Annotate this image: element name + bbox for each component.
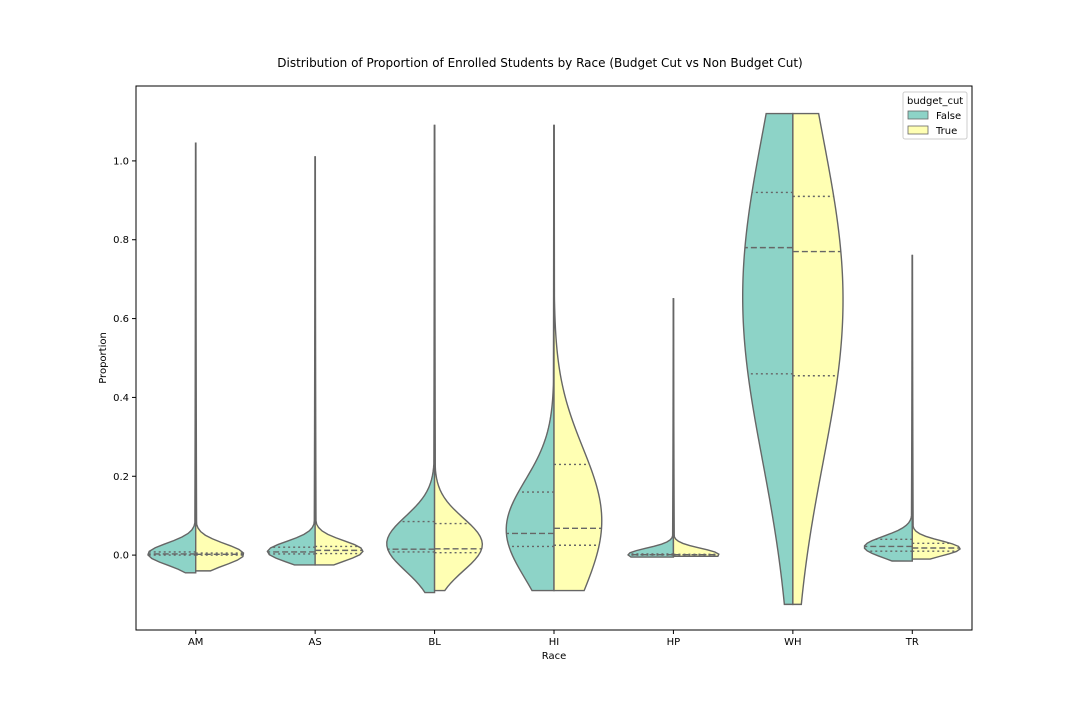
legend-title: budget_cut — [907, 96, 963, 107]
violin-AM-true — [195, 142, 245, 572]
violin-HP-true — [672, 298, 720, 557]
violin-WH-false — [741, 112, 794, 606]
violin-AS-false — [266, 156, 316, 566]
y-axis-label: Proportion — [98, 332, 109, 384]
y-tick-label: 0.0 — [113, 551, 129, 562]
violin-layer — [147, 112, 961, 606]
violin-HI-false — [505, 124, 555, 592]
legend-swatch-true — [907, 125, 929, 135]
x-tick-label: HI — [549, 637, 559, 648]
y-tick-label: 0.2 — [113, 472, 129, 483]
chart-title: Distribution of Proportion of Enrolled S… — [277, 56, 802, 70]
x-axis: AM AS BL HI HP WH TR — [188, 630, 919, 648]
violin-TR-true — [911, 254, 961, 560]
quartile-layer — [147, 191, 961, 556]
y-tick-label: 0.4 — [113, 393, 129, 404]
x-tick-label: HP — [667, 637, 681, 648]
violin-AM-false — [147, 142, 197, 574]
x-tick-label: WH — [784, 637, 801, 648]
y-axis: 0.0 0.2 0.4 0.6 0.8 1.0 — [113, 156, 136, 562]
violin-HP-false — [627, 298, 675, 558]
legend-label-true: True — [935, 126, 957, 137]
violin-TR-false — [863, 254, 913, 562]
violin-HI-true — [553, 124, 603, 592]
x-tick-label: BL — [428, 637, 441, 648]
x-tick-label: AM — [188, 637, 203, 648]
y-tick-label: 0.8 — [113, 235, 129, 246]
legend: budget_cut False True — [902, 91, 968, 140]
legend-label-false: False — [936, 111, 961, 122]
violin-BL-false — [386, 124, 436, 594]
legend-swatch-false — [907, 110, 929, 120]
violin-BL-true — [433, 124, 484, 592]
x-axis-label: Race — [542, 651, 567, 662]
x-tick-label: AS — [309, 637, 322, 648]
violin-AS-true — [314, 156, 364, 566]
x-tick-label: TR — [905, 637, 919, 648]
y-tick-label: 0.6 — [113, 314, 129, 325]
y-tick-label: 1.0 — [113, 156, 129, 167]
violin-WH-true — [792, 112, 844, 606]
